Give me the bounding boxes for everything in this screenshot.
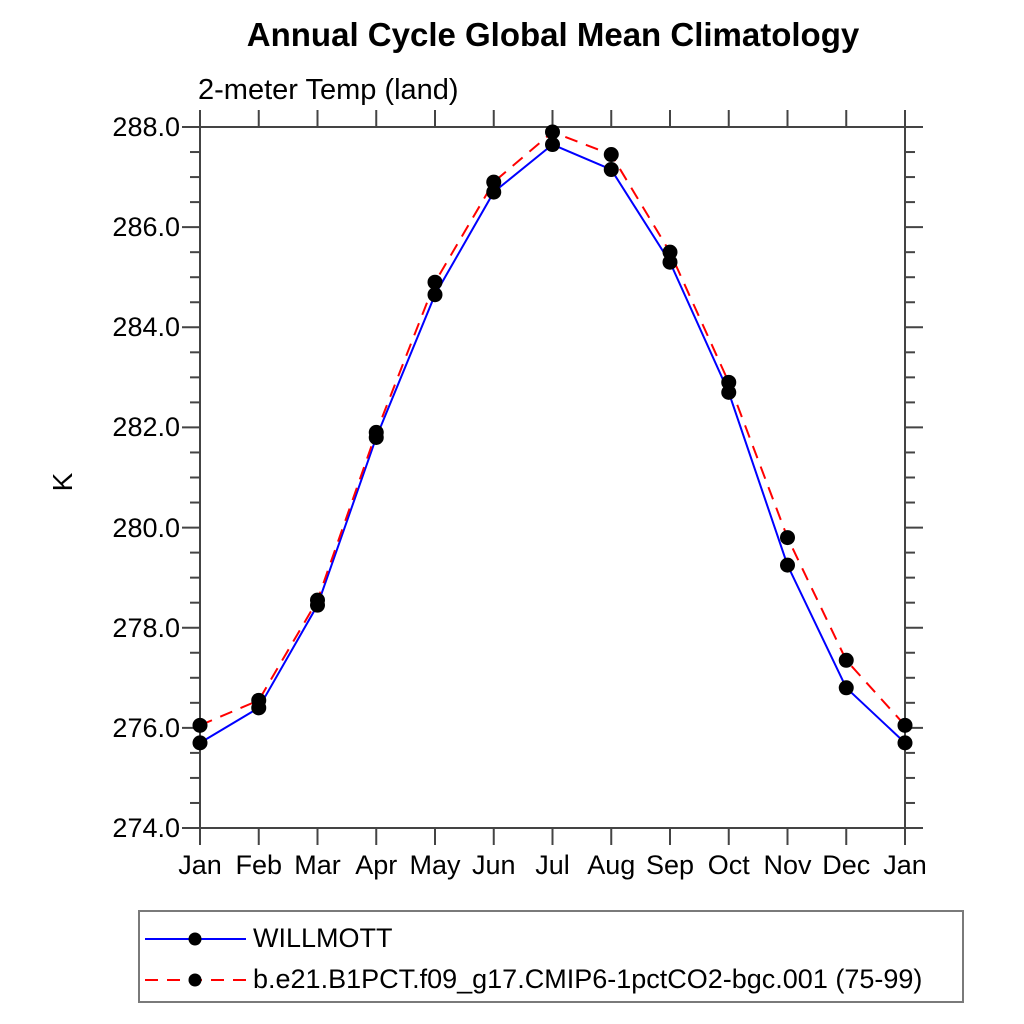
series-line-willmott (199, 143, 906, 744)
x-tick-label: Mar (294, 850, 341, 880)
x-tick-label: Feb (235, 850, 283, 880)
x-tick-label: Jul (535, 850, 570, 880)
data-point-dot (486, 174, 502, 190)
data-point-dot (192, 735, 208, 751)
data-point-dot (192, 717, 208, 733)
x-tick-label: Jan (178, 850, 222, 880)
data-point-dot (427, 287, 443, 303)
legend-label: WILLMOTT (253, 923, 393, 953)
data-point-dot (780, 557, 795, 573)
y-tick-label: 280.0 (112, 512, 180, 543)
legend-label: b.e21.B1PCT.f09_g17.CMIP6-1pctCO2-bgc.00… (253, 964, 923, 994)
y-tick-label: 282.0 (112, 412, 180, 443)
data-point-dot (838, 652, 854, 668)
data-point-dot (897, 735, 913, 751)
data-point-dot (251, 692, 267, 708)
data-point-dot (780, 530, 795, 546)
data-point-dot (662, 244, 678, 260)
chart-subtitle: 2-meter Temp (land) (198, 74, 459, 106)
data-point-dot (603, 162, 619, 178)
y-axis-label: K (47, 472, 78, 492)
y-tick-label: 278.0 (112, 612, 180, 643)
x-tick-label: Aug (587, 850, 636, 880)
x-tick-label: Oct (707, 850, 750, 880)
legend: WILLMOTT b.e21.B1PCT.f09_g17.CMIP6-1pctCO… (138, 910, 964, 1003)
legend-marker-model (145, 973, 246, 986)
data-point-dot (310, 592, 325, 608)
x-tick-label: May (409, 850, 461, 880)
series-line-model (199, 130, 906, 727)
data-point-dot (368, 424, 384, 440)
x-tick-label: Apr (355, 850, 398, 880)
data-point-dot (721, 374, 737, 390)
y-tick-label: 288.0 (112, 112, 180, 142)
data-point-dot (603, 147, 619, 163)
y-tick-label: 286.0 (112, 212, 180, 243)
x-tick-label: Dec (822, 850, 871, 880)
y-tick-label: 274.0 (112, 813, 180, 843)
y-tick-label: 284.0 (112, 312, 180, 343)
x-tick-label: Nov (763, 850, 812, 880)
axis-frame (199, 126, 906, 829)
y-tick-label: 276.0 (112, 712, 180, 743)
legend-dot (188, 973, 202, 986)
legend-row: WILLMOTT (140, 918, 962, 959)
data-point-dot (545, 137, 560, 153)
x-tick-label: Jan (883, 850, 927, 880)
chart-title: Annual Cycle Global Mean Climatology (246, 16, 860, 53)
data-point-dot (838, 680, 854, 696)
data-point-dot (897, 717, 913, 733)
data-point-dot (427, 274, 443, 290)
x-tick-label: Sep (645, 850, 695, 880)
x-tick-label: Jun (471, 850, 516, 880)
legend-dot (188, 932, 202, 945)
legend-row: b.e21.B1PCT.f09_g17.CMIP6-1pctCO2-bgc.00… (140, 959, 962, 1000)
legend-marker-willmott (145, 932, 246, 945)
data-point-dot (545, 124, 560, 140)
